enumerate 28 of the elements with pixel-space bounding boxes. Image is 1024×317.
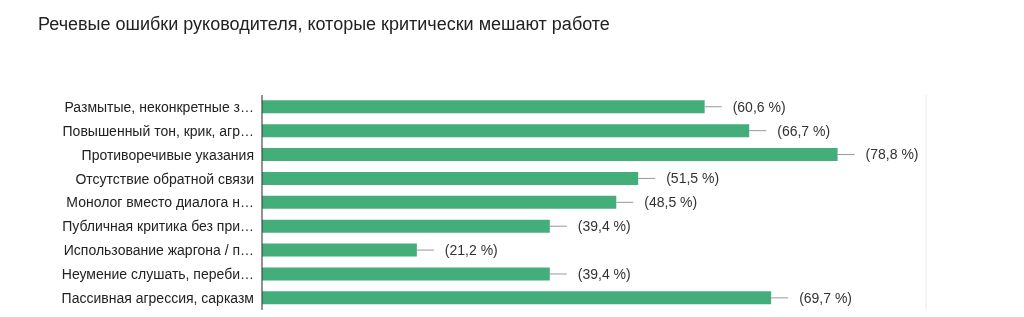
y-tick-label: Монолог вместо диалога н… (66, 194, 254, 211)
bar (262, 148, 838, 162)
y-tick-label: Пассивная агрессия, сарказм (61, 290, 254, 307)
y-tick-label: Повышенный тон, крик, агр… (62, 122, 254, 139)
data-label: (60,6 %) (732, 98, 786, 115)
data-label: (78,8 %) (865, 146, 919, 163)
y-tick-label: Противоречивые указания (81, 146, 254, 163)
bar (262, 100, 705, 114)
y-tick-label: Публичная критика без при… (62, 218, 254, 235)
data-label: (39,4 %) (577, 265, 631, 282)
y-tick-label: Неумение слушать, переби… (61, 266, 254, 283)
data-label: (66,7 %) (777, 122, 831, 139)
bar (262, 219, 550, 233)
data-label: (21,2 %) (444, 241, 498, 258)
data-label: (39,4 %) (577, 218, 631, 235)
y-tick-label: Размытые, неконкретные з… (64, 98, 254, 115)
y-tick-label: Отсутствие обратной связи (75, 170, 254, 187)
bar (262, 124, 750, 138)
bar (262, 291, 772, 305)
bar (262, 171, 639, 185)
bar (262, 243, 417, 257)
chart-title: Речевые ошибки руководителя, которые критически мешают работе (38, 14, 610, 35)
data-label: (69,7 %) (799, 289, 853, 306)
bar (262, 267, 550, 281)
data-label: (48,5 %) (644, 194, 698, 211)
bar (262, 195, 617, 209)
data-label: (51,5 %) (666, 170, 720, 187)
y-tick-label: Использование жаргона / п… (63, 242, 254, 259)
